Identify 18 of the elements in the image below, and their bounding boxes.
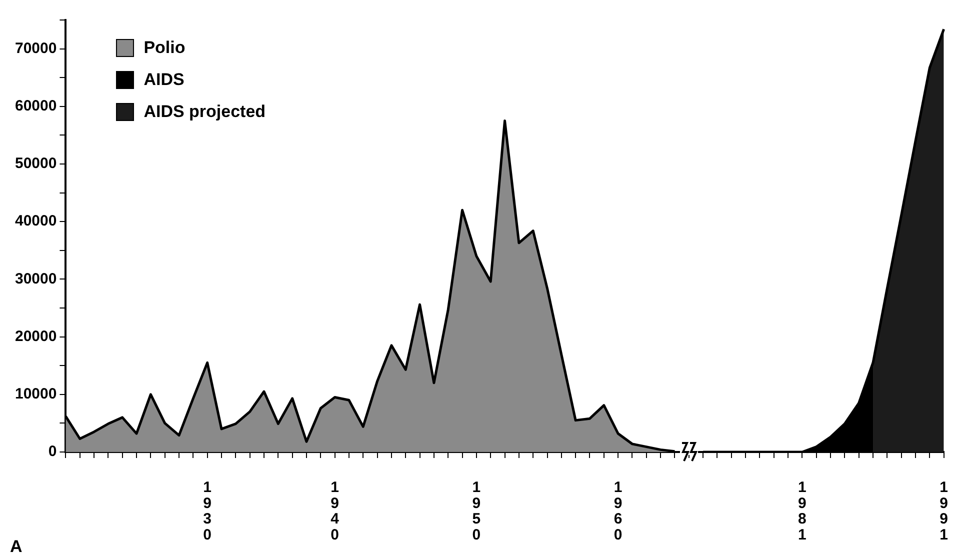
legend-label: AIDS	[144, 70, 184, 90]
legend-label: AIDS projected	[144, 102, 266, 122]
x-tick-label: 1991	[940, 479, 948, 544]
y-tick-label: 0	[48, 443, 57, 460]
x-tick-label: 1981	[798, 479, 806, 544]
x-tick-label: 1950	[472, 479, 481, 544]
y-tick-label: 40000	[14, 212, 57, 230]
y-tick-label: 30000	[14, 270, 57, 288]
y-tick-label: 20000	[14, 328, 57, 345]
y-tick-label: 50000	[14, 155, 57, 172]
y-tick-label: 10000	[14, 386, 57, 403]
legend-label: Polio	[144, 38, 186, 58]
x-tick-label: 1940	[330, 479, 340, 544]
y-tick-label: 70000	[14, 40, 57, 57]
x-tick-label: 1930	[203, 479, 212, 544]
text: A	[10, 537, 22, 557]
y-tick-label: 60000	[14, 98, 57, 115]
x-tick-label: 1960	[614, 479, 622, 544]
